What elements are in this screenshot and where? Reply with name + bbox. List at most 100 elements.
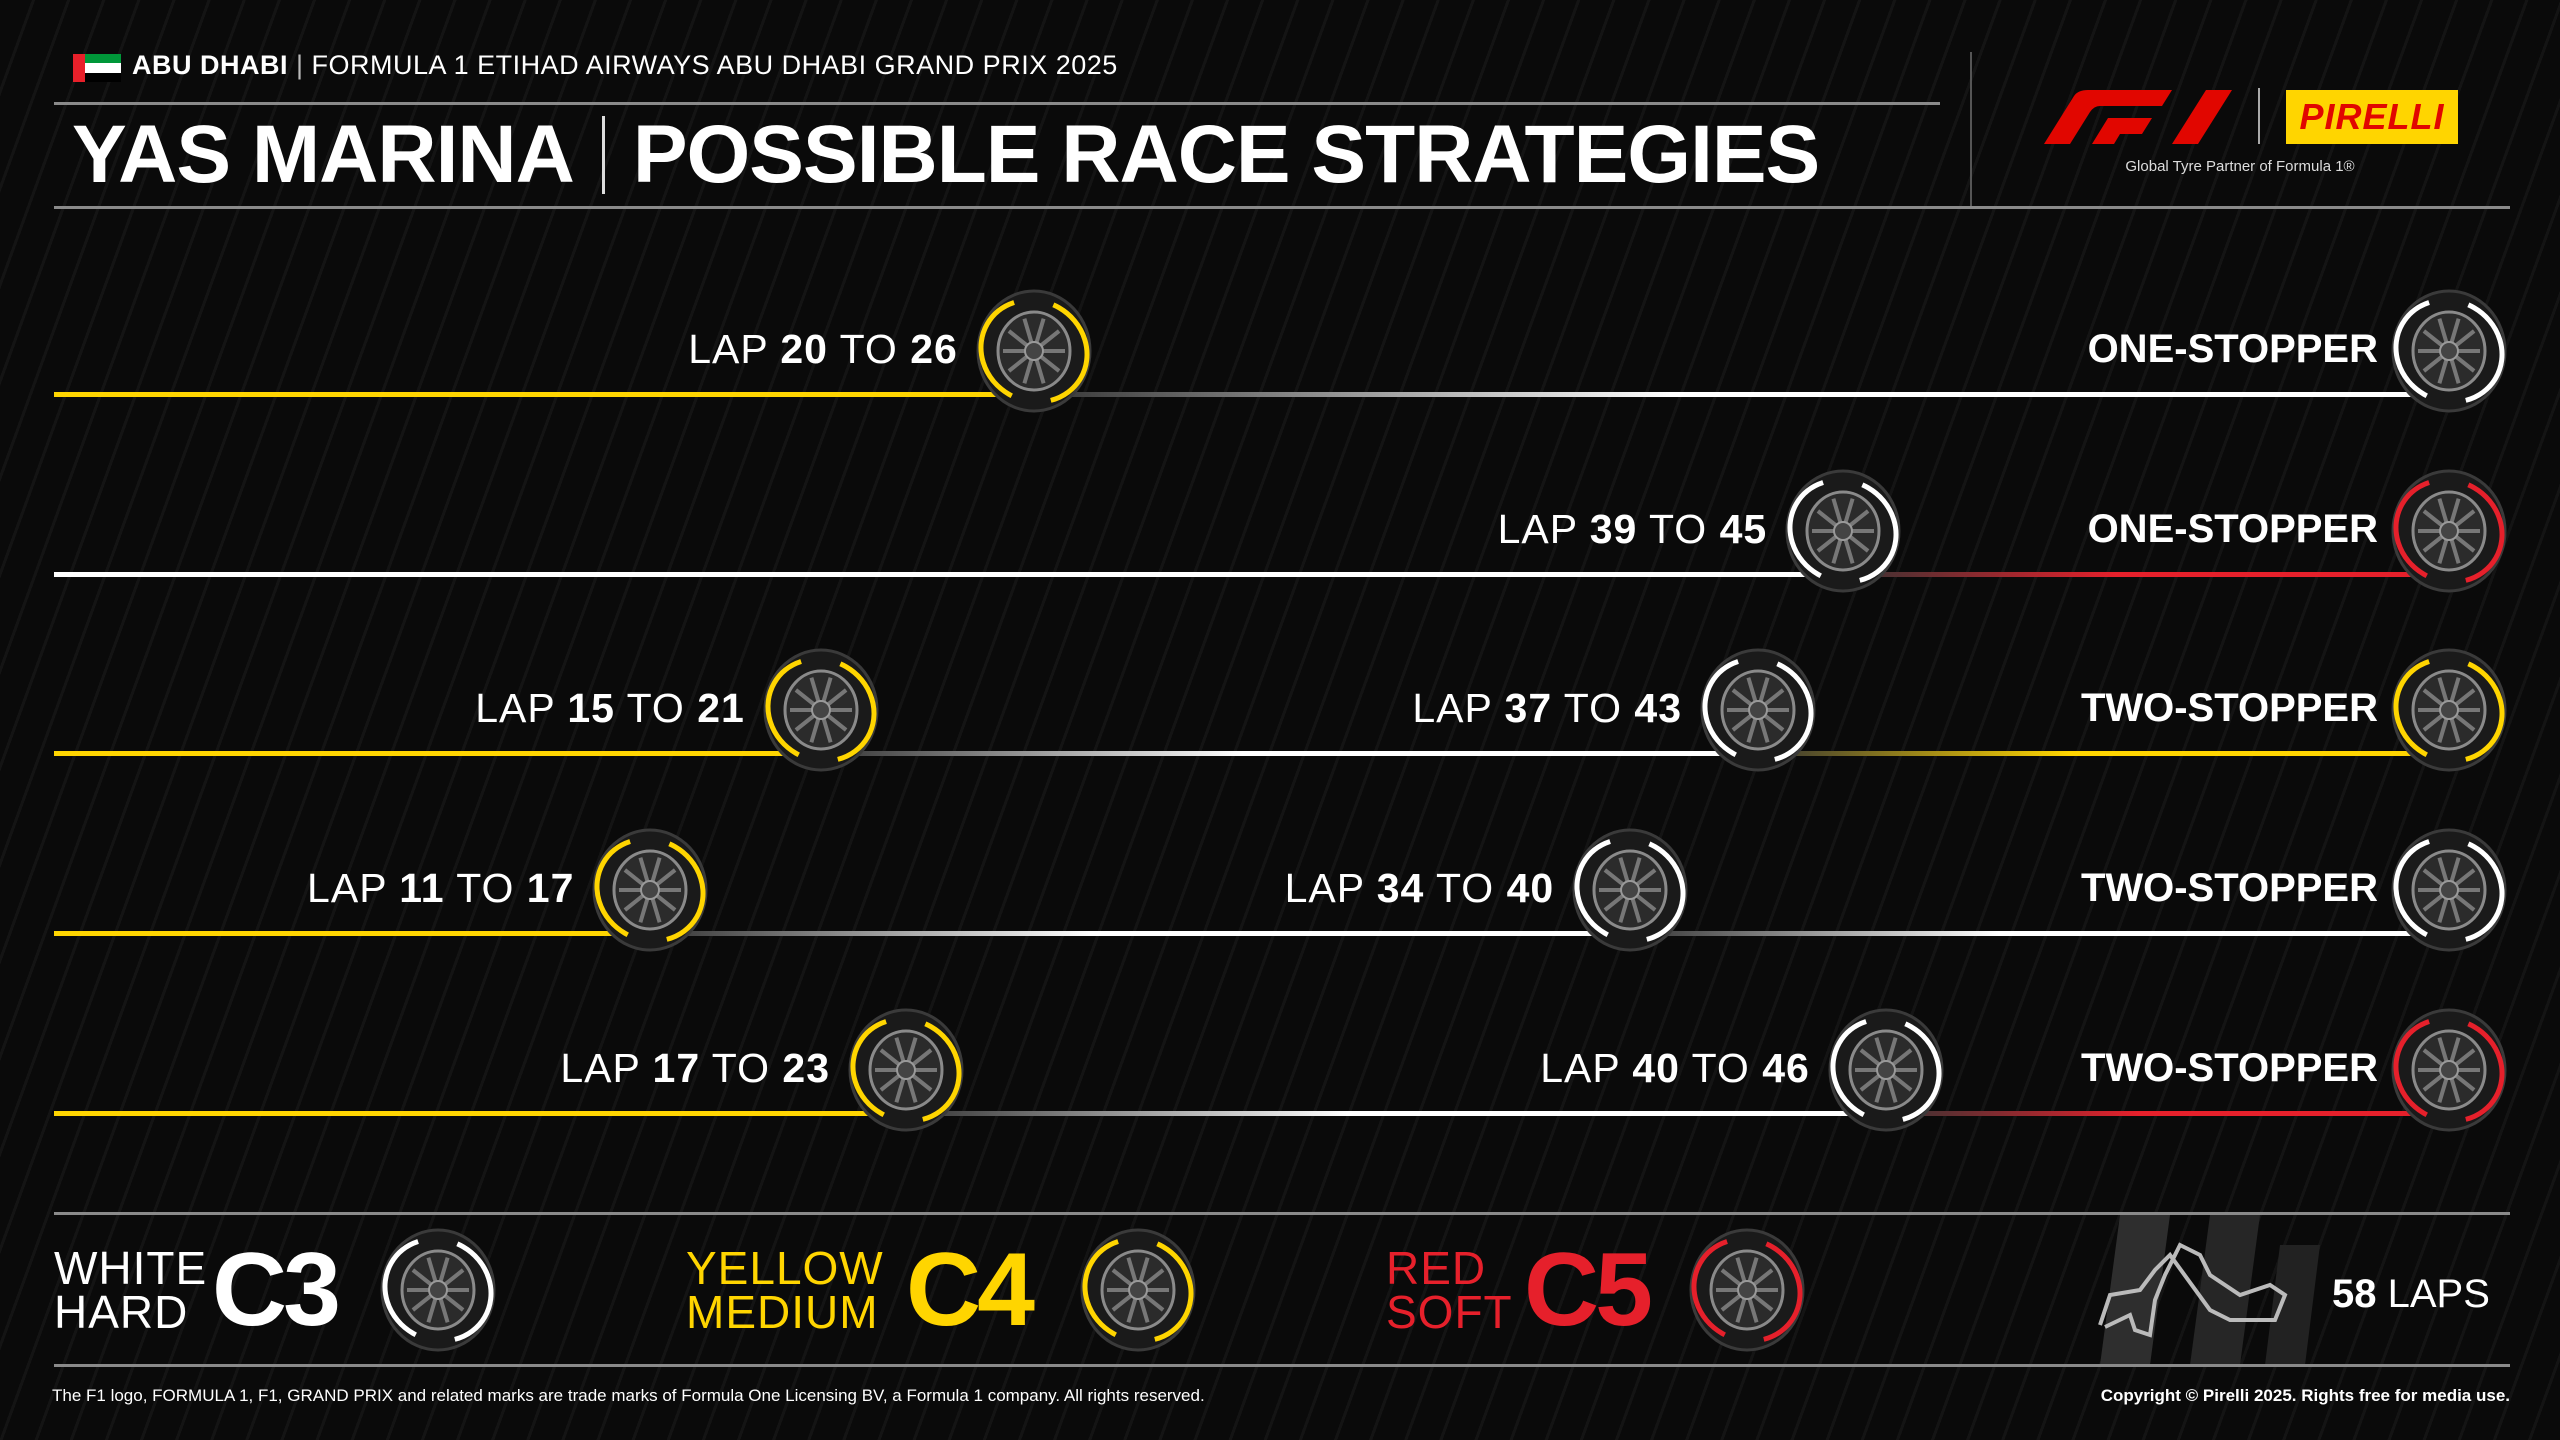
stint-segment-hard [1630, 931, 2449, 936]
pit-window-label: LAP 20 TO 26 [688, 326, 958, 373]
pit-window-label: LAP 17 TO 23 [560, 1045, 830, 1092]
track-map [2060, 1215, 2330, 1365]
lap-to: 40 [1506, 865, 1555, 911]
pit-window-label: LAP 34 TO 40 [1285, 865, 1555, 912]
circuit-name: YAS MARINA [72, 109, 575, 200]
header-vertical-divider [1970, 52, 1972, 207]
hard-tyre-icon [380, 1228, 496, 1352]
stint-segment-hard [1033, 392, 2449, 397]
stint-segment-hard [820, 751, 1758, 756]
pit-stop-tyre [761, 648, 881, 777]
footer-divider [54, 1364, 2510, 1367]
stint-segment-hard [54, 572, 1844, 577]
lap-to: 43 [1634, 685, 1682, 731]
legend-compound-name: YELLOW MEDIUM [686, 1242, 884, 1338]
pirelli-logo: PIRELLI [2286, 90, 2458, 144]
hard-tyre-icon [1700, 648, 1816, 772]
lap-to: 45 [1719, 506, 1768, 552]
strategy-line [54, 931, 2449, 936]
header-divider [54, 102, 1940, 105]
trademark-notice: The F1 logo, FORMULA 1, F1, GRAND PRIX a… [52, 1386, 1205, 1405]
hard-tyre-icon [2391, 828, 2507, 952]
final-stint-tyre [2389, 828, 2509, 957]
legend-tyre [378, 1228, 498, 1357]
legend-type: HARD [54, 1286, 189, 1338]
soft-tyre-icon [1689, 1228, 1805, 1352]
lap-prefix: LAP [1540, 1045, 1633, 1091]
medium-tyre-icon [848, 1008, 964, 1132]
event-subtitle: ABU DHABI | FORMULA 1 ETIHAD AIRWAYS ABU… [132, 50, 1118, 81]
lap-prefix: LAP [1412, 685, 1505, 731]
lap-to-word: TO [827, 326, 911, 372]
stint-segment-medium [54, 1111, 906, 1116]
stint-segment-medium [54, 931, 651, 936]
pit-window-label: LAP 11 TO 17 [307, 865, 574, 912]
legend-type: SOFT [1386, 1286, 1513, 1338]
stint-segment-medium [54, 392, 1034, 397]
pit-stop-tyre [1698, 648, 1818, 777]
strategy-type-label: ONE-STOPPER [2087, 327, 2378, 371]
lap-to: 17 [526, 865, 575, 911]
pit-window-label: LAP 37 TO 43 [1412, 685, 1682, 732]
lap-to-word: TO [1552, 685, 1635, 731]
medium-tyre-icon [763, 648, 879, 772]
hard-tyre-icon [1828, 1008, 1944, 1132]
page-title: YAS MARINA POSSIBLE RACE STRATEGIES [72, 108, 1820, 202]
header-bottom-divider [54, 206, 2510, 209]
lap-to-word: TO [1679, 1045, 1763, 1091]
event-name: FORMULA 1 ETIHAD AIRWAYS ABU DHABI GRAND… [311, 50, 1118, 80]
final-stint-tyre [2389, 289, 2509, 418]
pit-stop-tyre [1570, 828, 1690, 957]
copyright-notice: Copyright © Pirelli 2025. Rights free fo… [2100, 1386, 2510, 1405]
soft-tyre-icon [2391, 469, 2507, 593]
lap-from: 20 [780, 326, 828, 372]
strategy-type-label: TWO-STOPPER [2080, 1046, 2378, 1090]
strategy-line [54, 572, 2449, 577]
strategy-type-label: TWO-STOPPER [2080, 866, 2378, 910]
hard-tyre-icon [1572, 828, 1688, 952]
lap-from: 11 [399, 865, 445, 911]
strategy-line [54, 751, 2449, 756]
final-stint-tyre [2389, 1008, 2509, 1137]
lap-prefix: LAP [1497, 506, 1590, 552]
pit-stop-tyre [590, 828, 710, 957]
logo-divider [2258, 88, 2260, 144]
lap-to-word: TO [444, 865, 527, 911]
pit-window-label: LAP 39 TO 45 [1498, 506, 1768, 553]
final-stint-tyre [2389, 469, 2509, 598]
lap-from: 37 [1504, 685, 1553, 731]
legend-tyre [1687, 1228, 1807, 1357]
stint-segment-soft [1885, 1111, 2449, 1116]
pit-stop-tyre [1783, 469, 1903, 598]
legend-compound-code: C3 [212, 1232, 341, 1348]
lap-to: 21 [697, 685, 745, 731]
hard-tyre-icon [1785, 469, 1901, 593]
title-text: POSSIBLE RACE STRATEGIES [632, 109, 1820, 200]
strategy-line [54, 392, 2449, 397]
legend-tyre [1078, 1228, 1198, 1357]
legend-color: WHITE [54, 1242, 208, 1294]
soft-tyre-icon [2391, 1008, 2507, 1132]
medium-tyre-icon [592, 828, 708, 952]
stint-segment-hard [650, 931, 1631, 936]
legend-color: RED [1386, 1242, 1487, 1294]
race-laps: 58 LAPS [2332, 1272, 2490, 1317]
legend-type: MEDIUM [686, 1286, 879, 1338]
hard-tyre-icon [2391, 289, 2507, 413]
pit-stop-tyre [846, 1008, 966, 1137]
strategy-type-label: ONE-STOPPER [2087, 507, 2378, 551]
lap-from: 17 [652, 1045, 701, 1091]
lap-prefix: LAP [1284, 865, 1377, 911]
pirelli-logo-text: PIRELLI [2299, 96, 2445, 137]
medium-tyre-icon [2391, 648, 2507, 772]
legend-top-divider [54, 1212, 2510, 1215]
strategy-line [54, 1111, 2449, 1116]
lap-to-word: TO [1424, 865, 1507, 911]
laps-number: 58 [2332, 1272, 2377, 1316]
lap-prefix: LAP [307, 865, 400, 911]
legend-color: YELLOW [686, 1242, 884, 1294]
lap-prefix: LAP [560, 1045, 653, 1091]
country-name: ABU DHABI [132, 50, 288, 80]
lap-from: 40 [1632, 1045, 1680, 1091]
pit-window-label: LAP 40 TO 46 [1540, 1045, 1810, 1092]
